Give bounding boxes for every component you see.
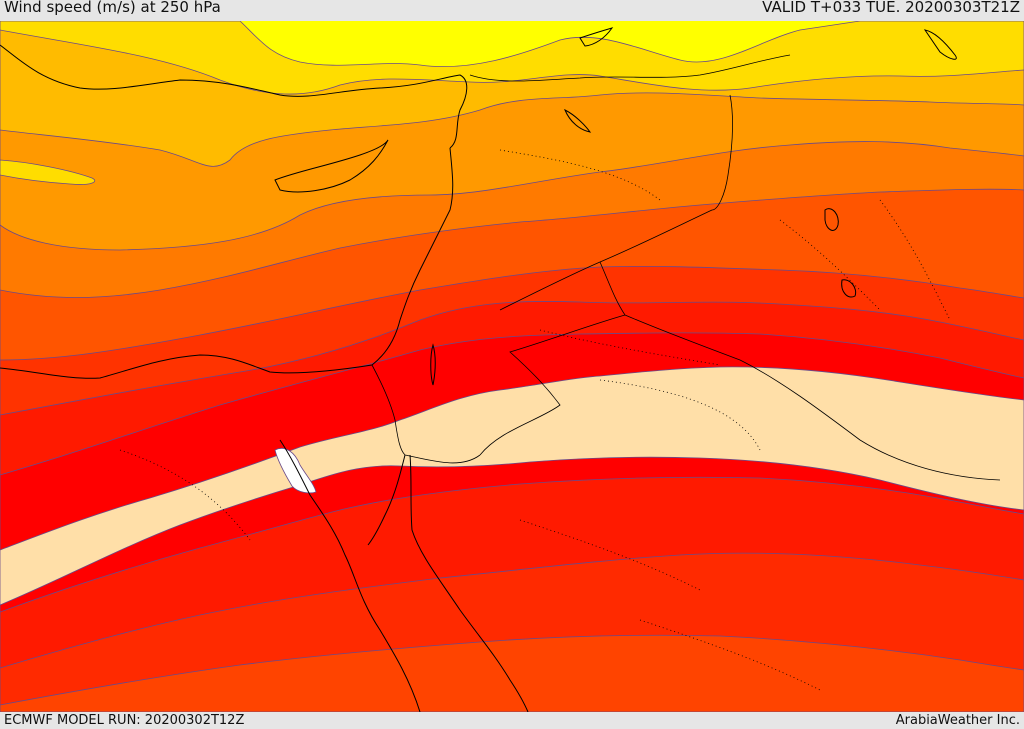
- admin-boundaries: [119, 149, 951, 691]
- jet-core: [0, 366, 1024, 606]
- valid-time: VALID T+033 TUE. 20200303T21Z: [762, 0, 1020, 16]
- map-footer: ECMWF MODEL RUN: 20200302T12Z ArabiaWeat…: [0, 712, 1024, 729]
- band-south-orange-red: [0, 634, 1024, 712]
- map-title: Wind speed (m/s) at 250 hPa: [4, 0, 221, 16]
- credit: ArabiaWeather Inc.: [895, 713, 1020, 728]
- yellow-lens: [0, 159, 96, 185]
- wind-speed-map: [0, 21, 1024, 712]
- max-core: [274, 448, 317, 494]
- coastlines: [0, 44, 529, 712]
- borders: [371, 54, 1001, 481]
- map-header: Wind speed (m/s) at 250 hPa VALID T+033 …: [0, 0, 1024, 21]
- model-run: ECMWF MODEL RUN: 20200302T12Z: [4, 713, 245, 728]
- map-svg: [0, 21, 1024, 712]
- lakes: [564, 27, 957, 298]
